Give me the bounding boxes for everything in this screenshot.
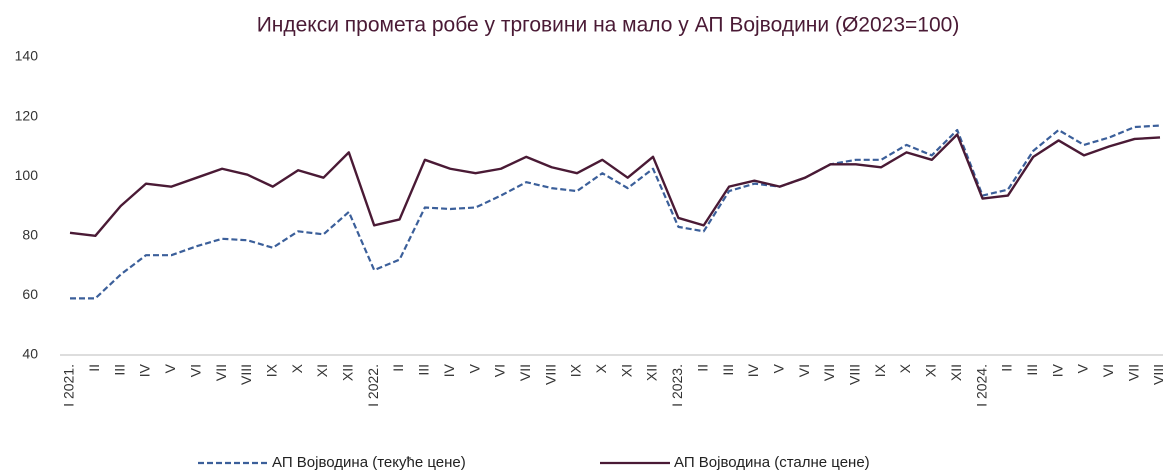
x-tick-label: V (1075, 363, 1091, 373)
x-tick-label: III (111, 364, 127, 376)
y-tick-label: 140 (15, 48, 39, 64)
x-tick-label: VIII (238, 364, 254, 385)
y-tick-label: 60 (22, 286, 38, 302)
x-tick-label: VI (1100, 364, 1116, 377)
x-tick-label: VI (492, 364, 508, 377)
x-tick-label: VII (1125, 364, 1141, 381)
x-tick-label: IV (137, 363, 153, 377)
x-tick-label: VII (821, 364, 837, 381)
x-tick-label: IV (745, 363, 761, 377)
x-tick-label: II (390, 364, 406, 372)
legend-label: АП Војводина (сталне цене) (674, 454, 870, 471)
x-tick-label: XI (618, 364, 634, 377)
x-tick-label: VII (213, 364, 229, 381)
series-line (70, 124, 1161, 300)
x-tick-label: V (162, 363, 178, 373)
x-tick-label: VII (517, 364, 533, 381)
x-tick-label: VIII (542, 364, 558, 385)
x-tick-label: II (999, 364, 1015, 372)
x-tick-label: II (694, 364, 710, 372)
legend-label: АП Војводина (текуће цене) (272, 454, 466, 471)
x-tick-label: III (1024, 364, 1040, 376)
x-tick-label: VIII (847, 364, 863, 385)
x-tick-label: X (897, 363, 913, 373)
x-tick-label: X (593, 363, 609, 373)
x-tick-label: IX (568, 363, 584, 377)
x-tick-label: VI (796, 364, 812, 377)
x-tick-label: III (416, 364, 432, 376)
x-tick-label: V (466, 363, 482, 373)
x-tick-label: XI (923, 364, 939, 377)
x-tick-label: I 2021. (61, 364, 77, 407)
y-tick-label: 100 (15, 167, 39, 183)
series-line (69, 133, 1161, 237)
x-tick-label: X (289, 363, 305, 373)
x-tick-label: VIII (1151, 364, 1163, 385)
x-tick-label: XI (314, 364, 330, 377)
x-tick-label: IV (441, 363, 457, 377)
x-tick-label: XII (948, 364, 964, 381)
x-tick-label: XII (340, 364, 356, 381)
x-tick-label: VI (187, 364, 203, 377)
x-tick-label: I 2022. (365, 364, 381, 407)
x-tick-label: IX (263, 363, 279, 377)
x-tick-label: V (770, 363, 786, 373)
x-tick-label: II (86, 364, 102, 372)
chart-title: Индекси промета робе у трговини на мало … (257, 14, 960, 37)
x-tick-label: I 2024. (973, 364, 989, 407)
x-tick-label: III (720, 364, 736, 376)
x-tick-label: IX (872, 363, 888, 377)
x-tick-label: I 2023. (669, 364, 685, 407)
y-tick-label: 120 (15, 107, 39, 123)
x-tick-label: XII (644, 364, 660, 381)
x-tick-label: IV (1049, 363, 1065, 377)
y-tick-label: 40 (22, 346, 38, 362)
y-tick-label: 80 (22, 227, 38, 243)
